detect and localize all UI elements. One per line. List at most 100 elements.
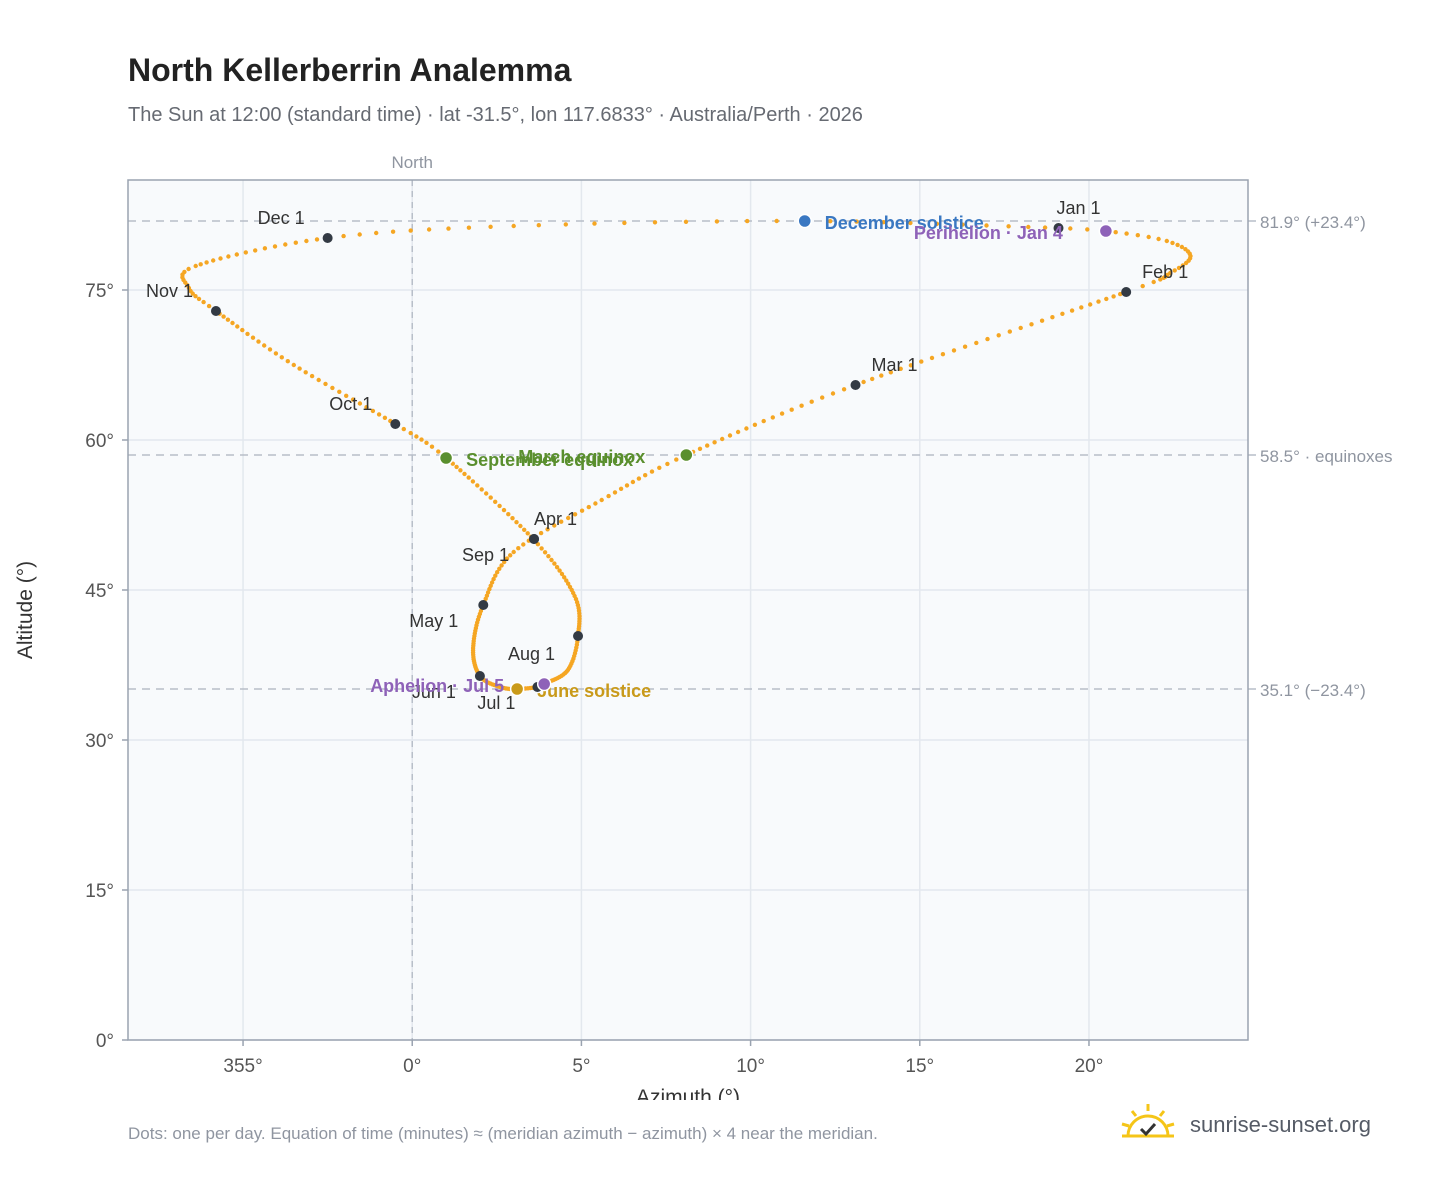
daily-sun-dot: [267, 347, 273, 352]
daily-sun-dot: [618, 486, 624, 491]
daily-sun-dot: [235, 324, 240, 329]
daily-sun-dot: [273, 351, 279, 356]
month-marker-dot: [529, 534, 540, 544]
analemma-chart: 81.9° (+23.4°) 58.5° · equinoxes 35.1° (−2…: [14, 153, 1393, 1100]
daily-sun-dot: [898, 366, 903, 371]
daily-sun-dot: [466, 475, 471, 480]
meridian-line: North: [391, 153, 433, 1040]
daily-sun-dot: [652, 220, 658, 225]
daily-sun-dot: [630, 479, 636, 485]
daily-sun-dot: [854, 219, 859, 224]
plot-frame: [127, 179, 1249, 1041]
daily-sun-dot: [243, 250, 248, 255]
daily-sun-dot: [525, 531, 530, 536]
daily-sun-dot: [1018, 325, 1023, 331]
daily-sun-dot: [225, 317, 231, 322]
month-markers: Jan 1 Feb 1 Mar 1 Apr 1 May 1 Jun 1 Jul 1 Aug 1…: [146, 198, 1188, 713]
daily-sun-dot: [622, 220, 627, 226]
daily-sun-dot: [508, 553, 513, 558]
daily-sun-dot: [1135, 233, 1141, 238]
daily-sun-dot: [424, 440, 429, 445]
daily-sun-dot: [436, 449, 441, 454]
event-marker-label: March equinox: [518, 447, 645, 467]
month-marker-dot: [850, 380, 861, 390]
daily-sun-dot: [186, 266, 191, 272]
x-tick-label: 355°: [223, 1056, 262, 1077]
daily-sun-dot: [752, 422, 758, 427]
daily-sun-dot: [304, 238, 309, 244]
x-tick-label: 10°: [736, 1056, 765, 1077]
month-marker-dot: [390, 419, 401, 429]
daily-sun-dot: [182, 269, 187, 275]
daily-sun-dot: [549, 557, 554, 563]
event-marker-label: Perihelion · Jan 4: [914, 223, 1063, 243]
daily-sun-dot: [201, 299, 206, 305]
daily-sun-dot: [1172, 268, 1177, 273]
daily-sun-dot: [761, 418, 766, 424]
event-marker-label: December solstice: [825, 213, 984, 233]
daily-sun-dot: [401, 426, 406, 432]
daily-sun-dot: [934, 221, 940, 226]
y-tick-label: 0°: [96, 1031, 114, 1052]
daily-sun-dot: [511, 223, 516, 229]
month-marker-label: Apr 1: [534, 509, 577, 529]
month-marker-label: May 1: [409, 611, 458, 631]
altitude-reference-label: 81.9° (+23.4°): [1260, 213, 1366, 232]
daily-sun-dot: [636, 476, 642, 481]
daily-sun-dot: [1039, 318, 1045, 323]
daily-sun-dot: [382, 415, 388, 420]
daily-sun-dot: [559, 519, 564, 524]
daily-sun-dot: [230, 320, 235, 326]
daily-sun-dot: [962, 344, 968, 349]
daily-sun-dot: [774, 218, 779, 224]
daily-sun-dot: [364, 405, 369, 410]
daily-sun-dot: [309, 373, 315, 379]
daily-sun-dot: [579, 508, 585, 513]
daily-sun-dot: [488, 224, 493, 229]
y-tick-label: 60°: [85, 431, 114, 452]
daily-sun-dot: [337, 389, 342, 394]
daily-sun-dot: [545, 527, 550, 532]
month-marker-label: Aug 1: [508, 644, 555, 664]
daily-sun-dot: [485, 590, 491, 595]
event-marker-label: June solstice: [537, 681, 651, 701]
daily-sun-dot: [1050, 315, 1055, 320]
daily-sun-dot: [283, 242, 288, 247]
daily-sun-dot: [649, 469, 655, 474]
daily-sun-dot: [1179, 244, 1185, 250]
y-tick-label: 75°: [85, 281, 114, 302]
daily-sun-dot: [643, 473, 648, 478]
daily-sun-dot: [419, 437, 424, 442]
x-tick-label: 20°: [1075, 1056, 1104, 1077]
chart-title: North Kellerberrin Analemma: [128, 52, 572, 88]
daily-sun-dot: [1170, 240, 1175, 246]
daily-sun-dot: [1006, 224, 1011, 229]
daily-sun-dot: [446, 226, 451, 231]
daily-sun-dot: [557, 568, 562, 573]
month-marker-dot: [322, 233, 333, 243]
daily-sun-dot: [256, 339, 261, 344]
daily-sun-dot: [809, 399, 814, 404]
daily-sun-dot: [1060, 311, 1065, 316]
daily-sun-dot: [245, 331, 250, 337]
brand-logo[interactable]: sunrise-sunset.org: [1120, 1102, 1420, 1146]
daily-sun-dot: [1146, 234, 1151, 240]
daily-sun-dot: [674, 457, 679, 462]
month-marker-dot: [1053, 223, 1064, 233]
daily-sun-dot: [204, 260, 209, 265]
daily-sun-dot: [539, 546, 544, 551]
event-marker-dot: [509, 681, 525, 697]
daily-sun-dot: [408, 228, 413, 233]
daily-sun-dot: [657, 465, 662, 470]
month-marker-dot: [1121, 287, 1132, 297]
month-marker-label: Dec 1: [258, 208, 305, 228]
daily-sun-dot: [536, 223, 541, 228]
daily-sun-dot: [193, 294, 198, 299]
daily-sun-dot: [272, 244, 278, 249]
daily-sun-dot: [984, 223, 989, 228]
event-marker-dot: [1098, 223, 1114, 239]
daily-sun-dot: [291, 362, 296, 368]
daily-sun-dot: [940, 352, 946, 357]
month-marker-label: Jan 1: [1057, 198, 1101, 218]
daily-sun-dot: [493, 499, 498, 504]
